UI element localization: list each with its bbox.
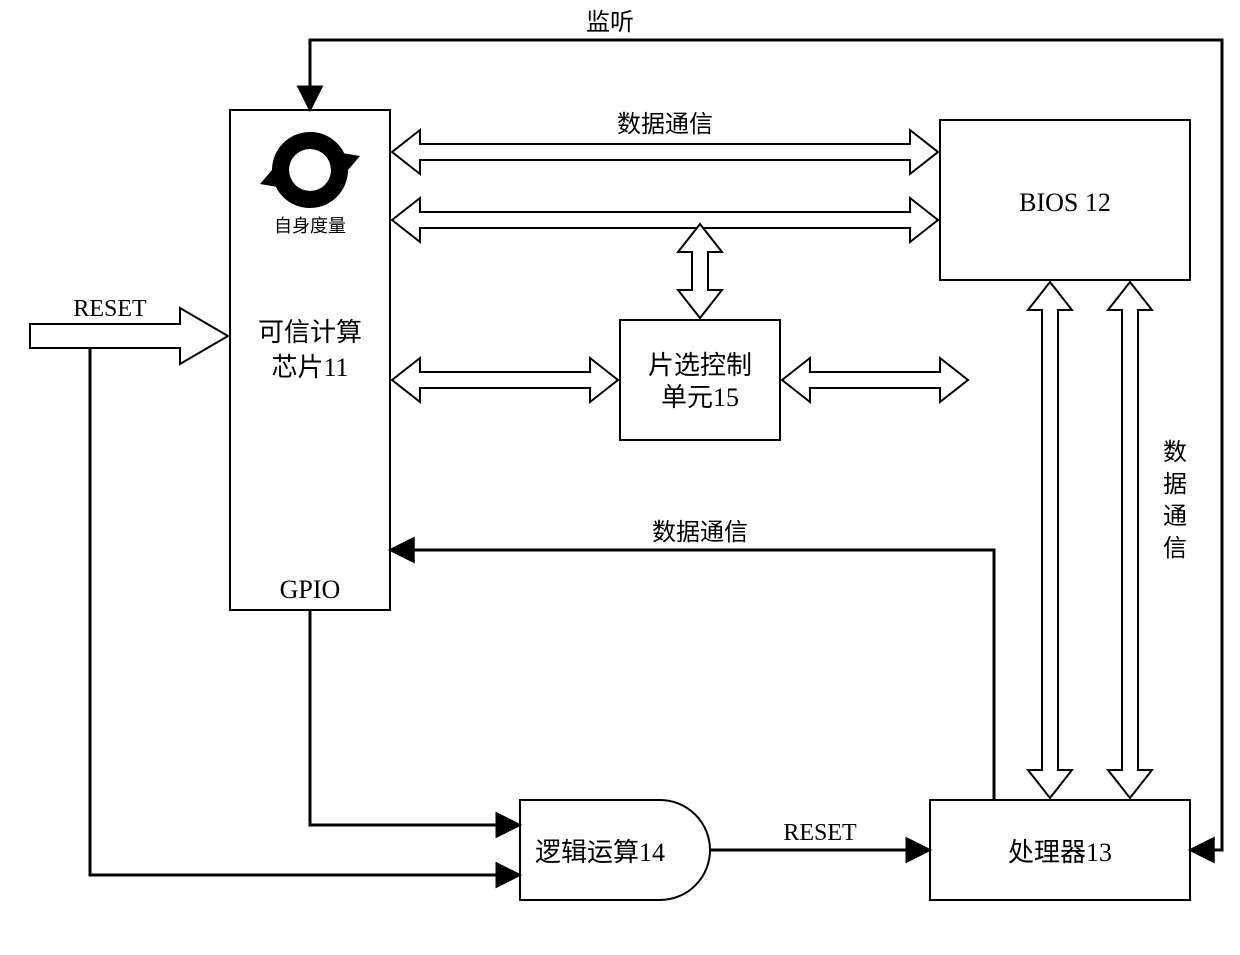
self-measure-label: 自身度量 xyxy=(274,216,346,236)
arrow-chip-bios-2 xyxy=(392,198,938,242)
data-comm-top-label: 数据通信 xyxy=(617,111,713,138)
arrow-chip-select-right xyxy=(782,358,968,402)
data-comm-right-c3: 通 xyxy=(1163,504,1187,530)
edge-proc-chip-data xyxy=(390,550,994,800)
arrow-chip-select-up xyxy=(678,224,722,318)
chip-select-label-2: 单元15 xyxy=(661,383,739,412)
edge-gpio-to-and xyxy=(310,610,520,825)
data-comm-right-c1: 数 xyxy=(1163,439,1187,466)
node-chip-select xyxy=(620,320,780,440)
reset-in-label: RESET xyxy=(73,296,147,322)
gpio-label: GPIO xyxy=(280,575,341,604)
arrow-bios-proc-2 xyxy=(1108,282,1152,798)
trusted-chip-label-2: 芯片11 xyxy=(271,353,348,382)
chip-select-label-1: 片选控制 xyxy=(648,351,752,380)
arrow-bios-proc-1 xyxy=(1028,282,1072,798)
trusted-chip-label-1: 可信计算 xyxy=(258,318,362,347)
arrow-chip-select-left xyxy=(392,358,618,402)
logic-label: 逻辑运算14 xyxy=(535,838,665,867)
monitor-label: 监听 xyxy=(586,9,634,36)
data-comm-mid-label: 数据通信 xyxy=(652,519,748,546)
data-comm-right-c4: 信 xyxy=(1163,535,1187,562)
processor-label: 处理器13 xyxy=(1008,838,1112,867)
bios-label: BIOS 12 xyxy=(1019,188,1111,217)
data-comm-right-c2: 据 xyxy=(1163,471,1187,498)
reset-out-label: RESET xyxy=(783,820,857,846)
